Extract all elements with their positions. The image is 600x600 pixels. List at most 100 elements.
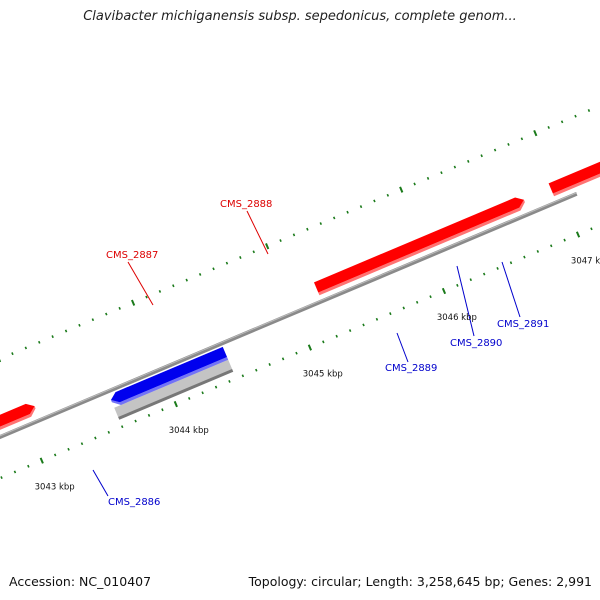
minor-tick <box>255 368 258 372</box>
scale-labels: 3043 kbp 3044 kbp 3045 kbp 3046 kbp 3047 kbp… <box>35 256 600 492</box>
scale-label: 3044 kbp <box>169 426 209 436</box>
minor-tick <box>120 425 124 429</box>
minor-tick <box>413 182 416 186</box>
gene-label: CMS_2891 <box>497 319 549 330</box>
minor-tick <box>94 436 97 440</box>
minor-tick <box>185 278 188 282</box>
minor-tick <box>550 244 553 248</box>
gene-arrow <box>313 197 524 293</box>
minor-tick <box>11 352 14 356</box>
gene-callouts: CMS_2886 CMS_2887 CMS_2888 CMS_2889 CMS_2890… <box>92 199 549 508</box>
minor-tick <box>91 318 95 322</box>
minor-tick <box>134 419 137 423</box>
callout-line <box>127 261 154 306</box>
minor-tick <box>563 238 566 242</box>
major-tick <box>533 129 538 137</box>
minor-tick <box>158 289 162 293</box>
gene-arrow <box>110 346 228 403</box>
scale-label: 3046 kbp <box>437 313 477 323</box>
minor-tick <box>335 334 338 338</box>
minor-tick <box>51 335 54 339</box>
minor-tick <box>64 329 68 333</box>
gene-arrow-shade <box>552 173 600 197</box>
minor-tick <box>496 266 499 270</box>
genome-backbone <box>0 191 578 440</box>
major-tick <box>39 457 44 464</box>
minor-tick <box>239 256 242 259</box>
minor-tick <box>295 351 298 355</box>
minor-tick <box>560 120 564 124</box>
minor-tick <box>24 346 28 350</box>
minor-tick <box>426 176 430 180</box>
major-tick <box>575 231 581 238</box>
minor-tick <box>107 430 111 434</box>
minor-tick <box>80 442 84 446</box>
minor-tick <box>480 154 483 158</box>
genome-summary: Topology: circular; Length: 3,258,645 bp… <box>248 574 592 589</box>
minor-tick <box>456 283 459 287</box>
minor-tick <box>161 408 164 412</box>
minor-tick <box>453 165 457 169</box>
gene-label: CMS_2889 <box>385 363 437 374</box>
minor-tick <box>467 159 470 163</box>
minor-tick <box>348 329 352 333</box>
minor-tick <box>332 216 336 220</box>
minor-tick <box>292 233 296 237</box>
gene-arrow <box>0 403 35 427</box>
major-tick <box>441 287 447 295</box>
minor-tick <box>105 312 108 316</box>
minor-tick <box>362 323 365 327</box>
accession-text: Accession: NC_010407 <box>9 574 152 589</box>
callout-line <box>396 332 409 363</box>
major-tick <box>131 299 136 306</box>
minor-tick <box>507 142 510 146</box>
minor-tick <box>147 413 151 417</box>
backbone-line <box>0 191 578 440</box>
feature-bar <box>114 359 233 418</box>
major-tick <box>173 400 178 408</box>
callout-line <box>456 265 475 337</box>
minor-tick <box>322 340 325 344</box>
feature-bar-shade <box>118 368 234 420</box>
minor-tick <box>306 227 309 231</box>
scale-label: 3043 kbp <box>35 482 75 492</box>
minor-tick <box>440 171 443 175</box>
minor-tick <box>279 239 282 243</box>
minor-tick <box>482 272 486 276</box>
gene-label: CMS_2887 <box>106 250 158 261</box>
minor-tick <box>225 261 229 265</box>
minor-tick <box>429 295 432 299</box>
minor-tick <box>587 109 591 112</box>
gene-label: CMS_2888 <box>220 199 272 210</box>
minor-tick <box>268 363 271 366</box>
minor-tick <box>359 205 363 209</box>
gene-arrow-shade <box>318 199 525 296</box>
major-tick <box>265 243 270 250</box>
minor-tick <box>145 295 148 299</box>
minor-tick <box>346 210 349 214</box>
gene-label: CMS_2890 <box>450 338 502 349</box>
scale-label: 3045 kbp <box>303 369 343 379</box>
minor-tick <box>214 385 218 389</box>
minor-tick <box>536 249 540 253</box>
gene-label: CMS_2886 <box>108 497 160 508</box>
rna-features <box>114 359 234 420</box>
minor-tick <box>67 447 70 451</box>
outer-tick-ring <box>0 109 591 363</box>
major-tick <box>307 344 312 351</box>
minor-tick <box>415 300 419 304</box>
minor-tick <box>38 340 41 344</box>
minor-tick <box>212 267 215 271</box>
minor-tick <box>386 193 390 197</box>
minor-tick <box>241 374 245 378</box>
minor-tick <box>27 464 30 468</box>
major-tick <box>399 186 404 193</box>
minor-tick <box>373 199 376 203</box>
inner-tick-ring <box>0 227 593 480</box>
minor-tick <box>402 306 405 310</box>
minor-tick <box>319 222 323 226</box>
minor-tick <box>172 284 175 288</box>
minor-tick <box>389 312 392 316</box>
minor-tick <box>509 261 513 265</box>
